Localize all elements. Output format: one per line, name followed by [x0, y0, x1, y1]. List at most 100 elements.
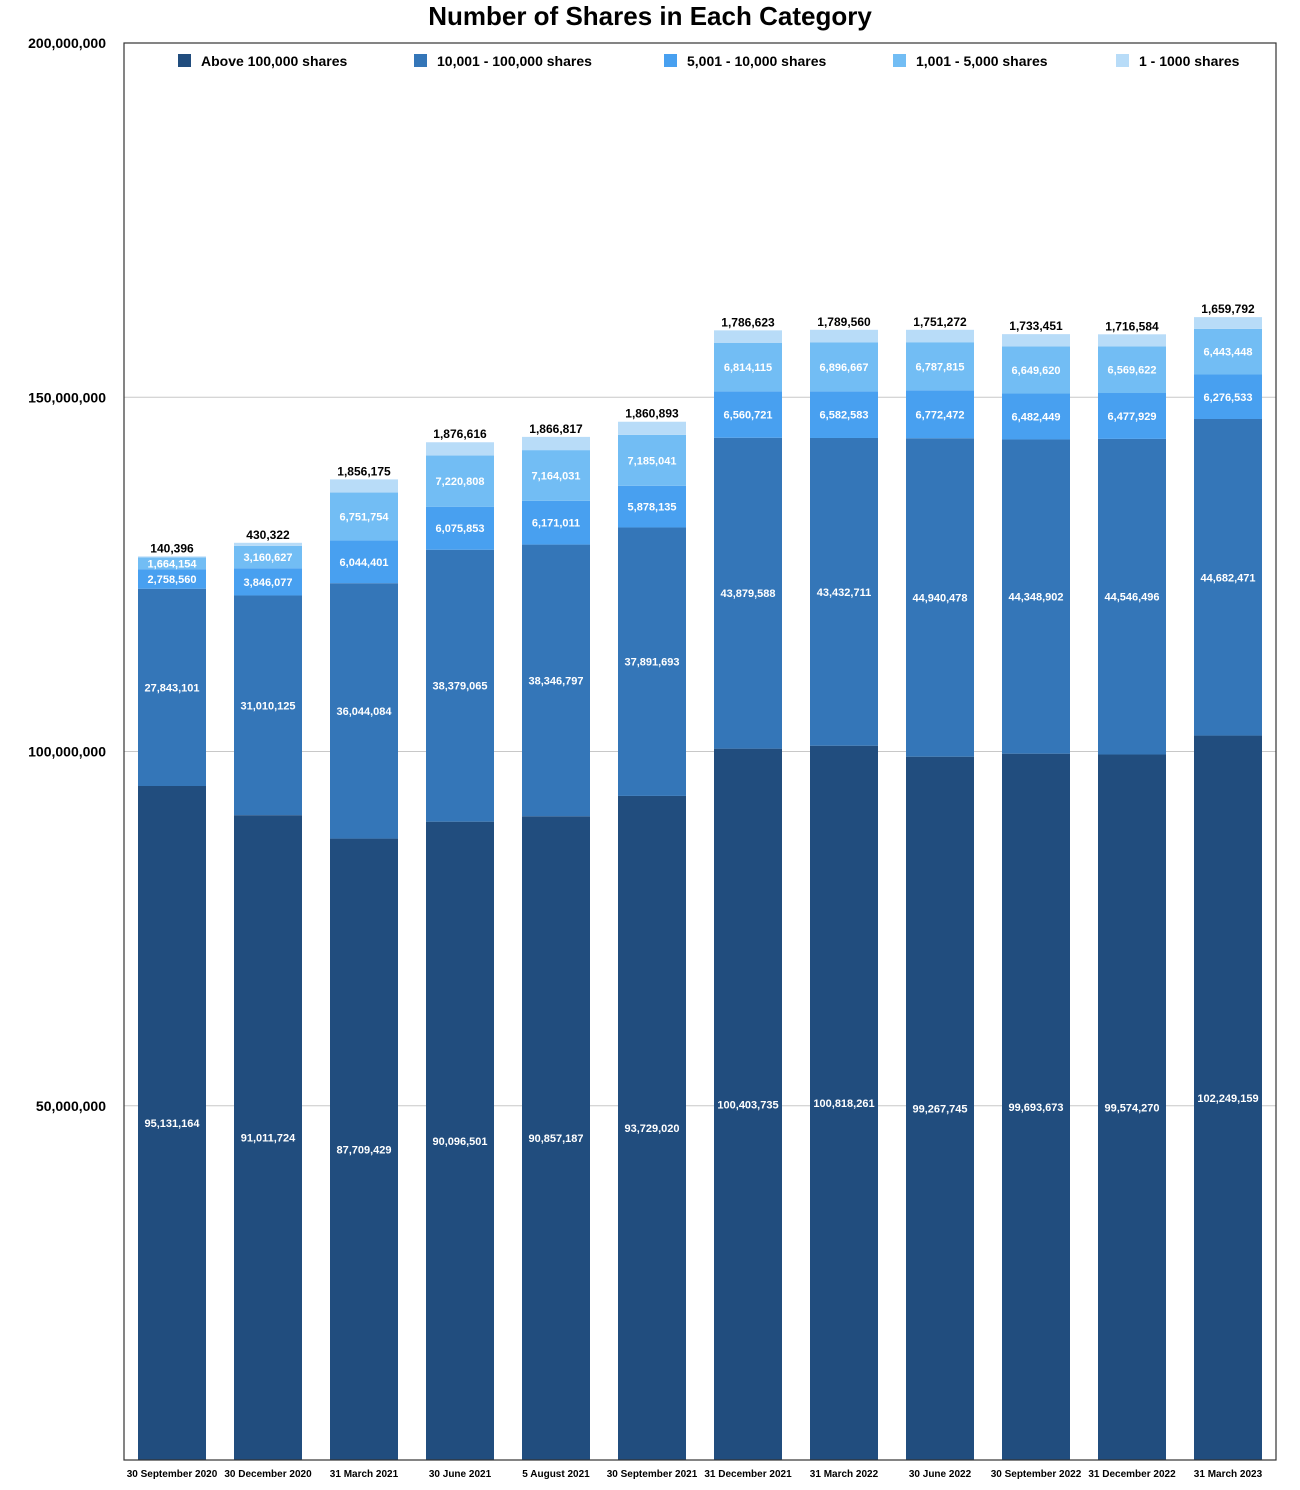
data-label-4-5: 1,860,893 [625, 407, 679, 421]
bar-1-2 [330, 583, 398, 839]
bar-1-11 [1194, 418, 1262, 736]
bar-1-6 [714, 437, 782, 749]
plot-frame [123, 42, 1277, 1461]
bar-2-3 [426, 506, 494, 550]
data-label-3-0: 1,664,154 [148, 558, 198, 570]
y-tick-label-3: 200,000,000 [28, 35, 106, 51]
data-label-2-2: 6,044,401 [340, 557, 389, 569]
data-label-0-6: 100,403,735 [717, 1099, 778, 1111]
bar-4-11 [1194, 317, 1262, 329]
bar-3-1 [234, 545, 302, 569]
data-label-0-10: 99,574,270 [1104, 1102, 1159, 1114]
bar-1-4 [522, 544, 590, 817]
bar-3-7 [810, 342, 878, 392]
legend-swatch-3 [893, 54, 906, 67]
bar-3-2 [330, 492, 398, 541]
data-label-4-7: 1,789,560 [817, 315, 871, 329]
bar-4-8 [906, 329, 974, 343]
bar-2-1 [234, 568, 302, 596]
bar-0-2 [330, 838, 398, 1460]
bar-0-10 [1098, 754, 1166, 1460]
bar-0-6 [714, 748, 782, 1460]
data-label-2-5: 5,878,135 [628, 502, 677, 514]
data-label-3-6: 6,814,115 [724, 362, 772, 374]
data-label-3-1: 3,160,627 [244, 552, 293, 564]
legend-label-1: 10,001 - 100,000 shares [437, 53, 592, 69]
bar-0-3 [426, 821, 494, 1460]
data-label-3-10: 6,569,622 [1108, 365, 1157, 377]
legend-swatch-0 [178, 54, 191, 67]
data-label-4-3: 1,876,616 [433, 427, 487, 441]
data-label-2-1: 3,846,077 [244, 577, 293, 589]
bar-3-4 [522, 450, 590, 501]
data-label-0-8: 99,267,745 [912, 1103, 967, 1115]
x-tick-label-2: 31 March 2021 [330, 1469, 399, 1480]
data-label-1-3: 38,379,065 [432, 681, 487, 693]
bar-0-8 [906, 756, 974, 1460]
bar-1-8 [906, 438, 974, 757]
data-label-4-9: 1,733,451 [1009, 319, 1063, 333]
data-label-2-9: 6,482,449 [1012, 411, 1061, 423]
data-label-1-0: 27,843,101 [144, 682, 199, 694]
bar-2-10 [1098, 393, 1166, 439]
bar-2-4 [522, 500, 590, 545]
legend-label-3: 1,001 - 5,000 shares [916, 53, 1048, 69]
bar-1-3 [426, 549, 494, 822]
bar-3-0 [138, 557, 206, 570]
bar-4-4 [522, 436, 590, 451]
data-label-3-2: 6,751,754 [340, 511, 390, 523]
bar-3-6 [714, 342, 782, 392]
data-label-4-4: 1,866,817 [529, 422, 583, 436]
x-tick-label-1: 30 December 2020 [224, 1469, 312, 1480]
data-label-4-1: 430,322 [246, 528, 290, 542]
bar-4-6 [714, 330, 782, 343]
legend-label-0: Above 100,000 shares [201, 53, 348, 69]
bar-2-9 [1002, 393, 1070, 440]
x-tick-label-8: 30 June 2022 [909, 1469, 972, 1480]
bar-4-1 [234, 542, 302, 546]
x-tick-label-11: 31 March 2023 [1194, 1469, 1263, 1480]
x-tick-label-7: 31 March 2022 [810, 1469, 879, 1480]
data-label-3-9: 6,649,620 [1012, 365, 1061, 377]
bar-0-9 [1002, 753, 1070, 1460]
data-label-3-8: 6,787,815 [916, 361, 965, 373]
data-label-1-8: 44,940,478 [912, 592, 967, 604]
bar-2-6 [714, 391, 782, 438]
bar-0-0 [138, 785, 206, 1460]
bar-2-2 [330, 540, 398, 584]
data-label-0-0: 95,131,164 [144, 1118, 200, 1130]
data-label-1-10: 44,546,496 [1104, 592, 1159, 604]
data-label-0-4: 90,857,187 [528, 1133, 583, 1145]
x-tick-label-3: 30 June 2021 [429, 1469, 492, 1480]
data-label-3-3: 7,220,808 [436, 476, 485, 488]
bar-3-3 [426, 455, 494, 507]
data-label-1-7: 43,432,711 [817, 587, 871, 599]
data-label-2-4: 6,171,011 [532, 518, 580, 530]
data-label-2-0: 2,758,560 [148, 574, 197, 586]
data-label-1-5: 37,891,693 [624, 657, 679, 669]
data-label-0-1: 91,011,724 [241, 1133, 296, 1145]
data-label-0-2: 87,709,429 [336, 1144, 391, 1156]
data-label-3-4: 7,164,031 [532, 470, 581, 482]
bar-4-10 [1098, 334, 1166, 347]
bar-0-4 [522, 816, 590, 1460]
bar-2-11 [1194, 374, 1262, 419]
x-tick-label-10: 31 December 2022 [1088, 1469, 1176, 1480]
bar-2-8 [906, 390, 974, 439]
bar-4-5 [618, 421, 686, 435]
data-label-4-10: 1,716,584 [1105, 319, 1159, 333]
bar-4-3 [426, 442, 494, 456]
data-label-3-7: 6,896,667 [820, 362, 869, 374]
bar-3-5 [618, 434, 686, 486]
bar-4-0 [138, 556, 206, 558]
bar-2-0 [138, 569, 206, 589]
data-label-4-8: 1,751,272 [913, 315, 967, 329]
data-label-0-5: 93,729,020 [624, 1123, 679, 1135]
bar-3-8 [906, 342, 974, 391]
data-label-2-3: 6,075,853 [436, 523, 485, 535]
bar-4-7 [810, 329, 878, 343]
bar-3-10 [1098, 346, 1166, 394]
data-label-4-2: 1,856,175 [337, 464, 391, 478]
bar-0-1 [234, 815, 302, 1460]
